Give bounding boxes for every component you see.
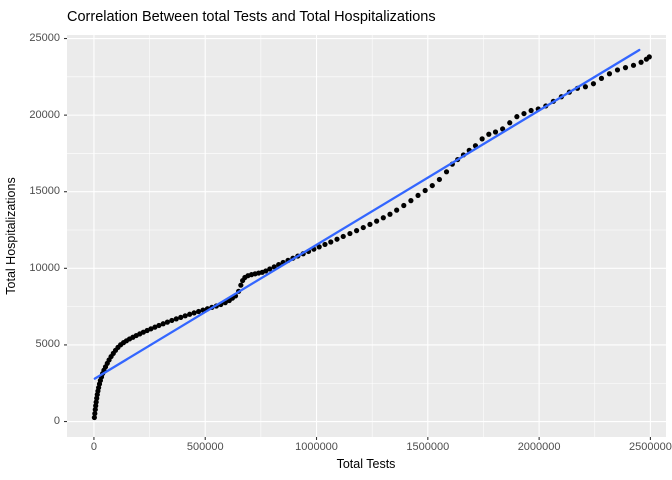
data-point	[614, 67, 621, 73]
x-tick-label: 1500000	[406, 441, 450, 453]
data-point	[173, 316, 179, 322]
data-point	[92, 406, 98, 413]
data-point	[334, 236, 340, 242]
data-point	[394, 207, 400, 213]
data-point	[148, 326, 154, 332]
x-tick-label: 2500000	[628, 441, 672, 453]
data-point	[507, 120, 513, 126]
data-point	[353, 228, 360, 234]
y-tick-label: 0	[53, 415, 60, 428]
data-point	[263, 268, 269, 274]
data-point	[238, 282, 244, 288]
plot-title: Correlation Between total Tests and Tota…	[67, 9, 436, 25]
x-tick-label: 2000000	[517, 441, 561, 453]
data-point	[195, 308, 202, 315]
data-point	[590, 81, 597, 87]
data-point	[182, 313, 188, 319]
data-point	[582, 84, 589, 90]
y-tick-label: 25000	[29, 32, 60, 45]
data-point	[622, 65, 629, 71]
data-point	[606, 71, 613, 77]
data-point	[267, 266, 273, 272]
data-point	[191, 310, 197, 316]
data-point	[367, 221, 373, 227]
y-tick-label: 20000	[29, 108, 60, 121]
data-point	[630, 62, 637, 68]
data-point	[160, 321, 166, 327]
data-point	[156, 322, 162, 329]
y-tick-label: 10000	[29, 261, 60, 274]
data-point	[187, 311, 193, 317]
x-tick-label: 1000000	[295, 441, 338, 453]
y-tick-label: 5000	[35, 338, 60, 351]
data-point	[164, 319, 170, 325]
data-point	[93, 399, 99, 405]
data-point	[638, 59, 644, 65]
data-point	[374, 218, 380, 224]
data-point	[500, 126, 506, 132]
data-point	[316, 244, 322, 250]
data-point	[360, 224, 366, 231]
data-point	[486, 131, 492, 137]
data-point	[380, 215, 386, 221]
data-point	[271, 264, 277, 270]
data-point	[436, 176, 442, 183]
x-tick-label: 0	[90, 441, 97, 453]
data-point	[514, 114, 520, 120]
data-point	[340, 233, 346, 240]
data-point	[178, 314, 184, 320]
data-point	[322, 241, 328, 248]
data-point	[91, 414, 97, 421]
data-point	[528, 107, 534, 114]
data-point	[92, 410, 98, 417]
data-point	[347, 230, 353, 237]
data-point	[429, 182, 435, 189]
data-point	[479, 136, 485, 142]
data-point	[492, 129, 499, 135]
data-point	[152, 324, 158, 330]
y-tick-label: 15000	[29, 185, 60, 198]
data-point	[443, 169, 450, 175]
data-point	[598, 75, 605, 81]
regression-line	[93, 48, 641, 380]
data-point	[408, 198, 414, 204]
panel-background	[67, 35, 666, 437]
data-point	[401, 202, 407, 209]
data-point	[415, 192, 421, 199]
data-point	[387, 211, 393, 217]
data-point	[328, 239, 334, 245]
data-point	[422, 187, 428, 194]
x-axis-label: Total Tests	[336, 457, 396, 471]
data-point	[646, 54, 652, 60]
data-point	[521, 110, 527, 117]
data-point	[169, 317, 175, 324]
x-tick-label: 500000	[186, 441, 224, 453]
